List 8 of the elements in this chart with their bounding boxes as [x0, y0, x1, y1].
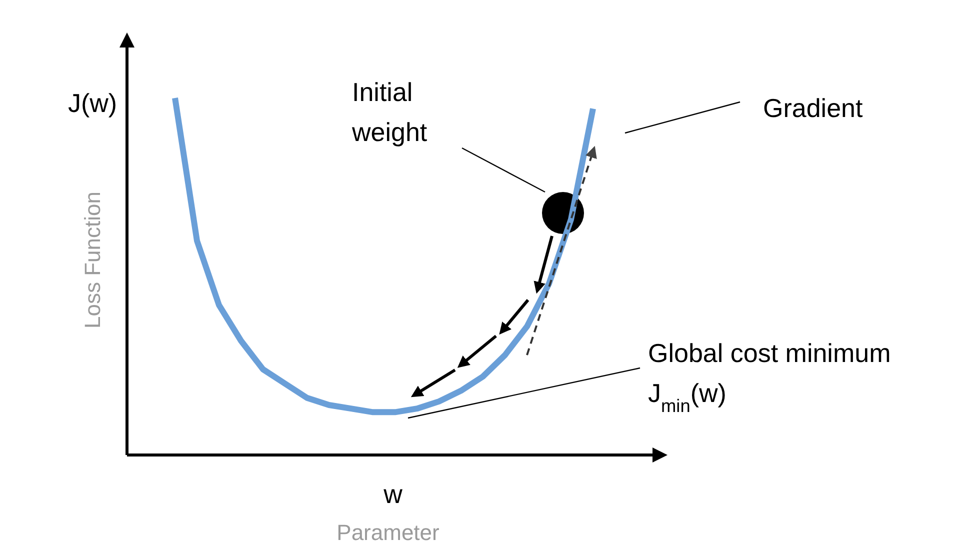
text: w [382, 479, 403, 509]
text: J(w) [68, 88, 118, 118]
x-axis-title: Parameter [336, 520, 440, 545]
annotation: Initial weight [351, 77, 428, 147]
text: Global cost minimum [648, 338, 891, 368]
y-axis-title: Loss Function [80, 192, 105, 328]
text: Gradient [763, 93, 864, 123]
text: J$_{min}$(w) [648, 378, 726, 416]
